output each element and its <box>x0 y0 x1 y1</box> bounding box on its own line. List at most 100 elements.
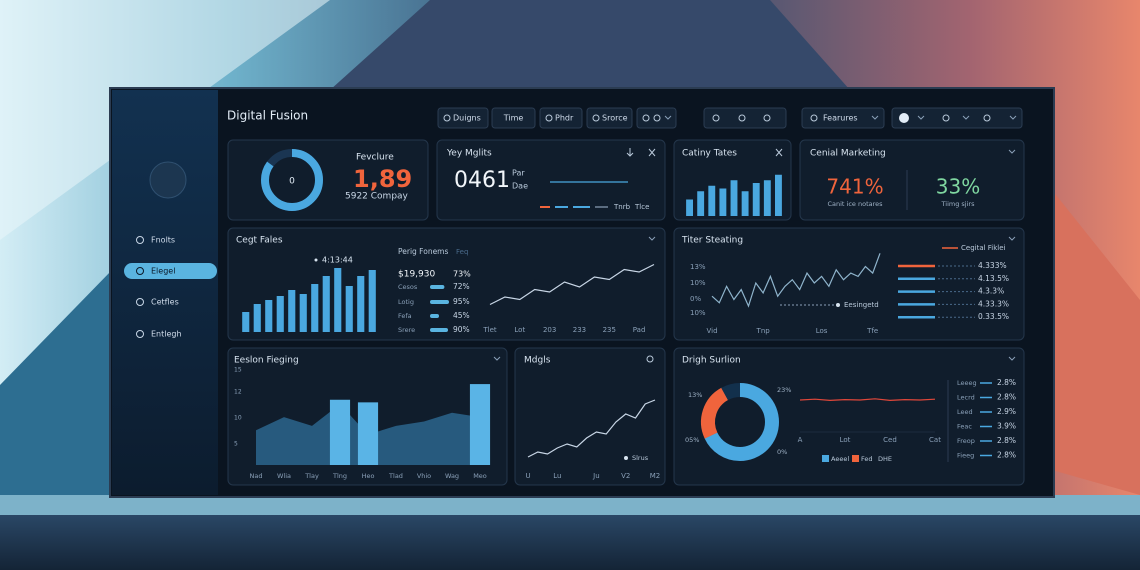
bar <box>329 399 351 465</box>
total: $19,930 <box>398 270 435 280</box>
x-tick-label: Meo <box>473 472 487 480</box>
chevron[interactable] <box>962 115 970 120</box>
chevron[interactable] <box>664 115 672 120</box>
chevron[interactable] <box>493 356 501 361</box>
legend-label: Tnrb <box>613 203 631 211</box>
marker-dot <box>836 303 840 307</box>
x-tick-label: Heo <box>362 472 375 480</box>
desk-edge <box>0 495 1140 515</box>
icon[interactable] <box>545 114 553 122</box>
icon[interactable] <box>653 114 661 122</box>
row-value: 2.8% <box>997 436 1016 445</box>
row-value: 4.3.3% <box>978 287 1004 296</box>
app-title: Digital Fusion <box>227 109 308 123</box>
panel-title: Cegt Fales <box>236 236 283 246</box>
kpi-caption: Tiimg sjirs <box>941 200 976 208</box>
bar <box>719 188 727 216</box>
row-label: Fefa <box>398 312 412 320</box>
x-tick-label: Lot <box>514 326 525 334</box>
bar <box>345 286 353 332</box>
nav-item[interactable]: Cetfles <box>151 298 179 307</box>
row-value: 2.8% <box>997 393 1016 402</box>
x-tick-label: Ju <box>592 472 600 480</box>
toolbar-label: Srorce <box>602 114 628 123</box>
row-label: Freop <box>957 437 975 445</box>
legend-swatch <box>852 455 859 462</box>
icon[interactable] <box>983 114 991 122</box>
chevron[interactable] <box>871 115 879 120</box>
kpi-label: Par <box>512 169 525 178</box>
download-icon[interactable] <box>626 148 634 157</box>
nav-icon[interactable] <box>136 298 144 306</box>
bar <box>265 300 273 332</box>
icon[interactable] <box>942 114 950 122</box>
bar <box>242 312 250 332</box>
icon[interactable] <box>646 355 654 363</box>
nav-icon[interactable] <box>136 330 144 338</box>
bar <box>775 174 782 216</box>
marker-label: Eesingetd <box>844 301 879 309</box>
toolbar-button[interactable] <box>636 107 677 129</box>
nav-item[interactable]: Elegel <box>151 267 175 276</box>
row-value: 90% <box>453 325 470 334</box>
card-title: Fevclure <box>356 153 394 163</box>
close-icon[interactable] <box>775 148 783 157</box>
chevron[interactable] <box>1009 115 1017 120</box>
kpi-value: 33% <box>936 175 980 199</box>
line <box>489 263 655 306</box>
icon[interactable] <box>712 114 720 122</box>
toolbar-button[interactable] <box>586 107 633 129</box>
bar <box>697 191 705 216</box>
area <box>256 404 480 465</box>
nav-icon[interactable] <box>136 236 144 244</box>
nav-icon[interactable] <box>136 267 144 275</box>
row-value: 2.8% <box>997 451 1016 460</box>
chevron[interactable] <box>917 115 925 120</box>
toolbar-group[interactable] <box>891 107 1023 129</box>
row-value: 45% <box>453 311 470 320</box>
row-value: 3.9% <box>997 422 1016 431</box>
bar <box>730 180 738 216</box>
toolbar-button[interactable] <box>539 107 583 129</box>
bar <box>708 185 716 216</box>
annotation-dot <box>314 258 318 262</box>
bar <box>368 270 376 332</box>
bar <box>686 199 693 216</box>
nav-active[interactable] <box>124 263 217 279</box>
icon[interactable] <box>899 113 909 123</box>
chevron[interactable] <box>1008 149 1016 154</box>
filter-label[interactable]: Fearures <box>823 114 858 123</box>
y-label: 10% <box>690 279 706 287</box>
chevron[interactable] <box>1008 356 1016 361</box>
nav-item[interactable]: Fnolts <box>151 236 175 245</box>
card-title: Cenial Marketing <box>810 149 886 159</box>
close-icon[interactable] <box>648 148 656 157</box>
y-label: 12 <box>234 389 242 396</box>
panel <box>799 139 1025 221</box>
avatar[interactable] <box>149 161 187 199</box>
icon[interactable] <box>592 114 600 122</box>
legend-label: Tlce <box>634 203 649 211</box>
row-label: Feac <box>957 423 972 431</box>
kpi-caption: Canit ice notares <box>827 200 883 208</box>
donut-label: 0% <box>777 448 787 456</box>
toolbar-button[interactable] <box>437 107 489 129</box>
line <box>799 398 936 402</box>
icon[interactable] <box>443 114 451 122</box>
nav-item[interactable]: Entlegh <box>151 330 182 339</box>
toolbar-button[interactable] <box>491 107 536 129</box>
bar <box>299 294 307 332</box>
chevron[interactable] <box>1008 236 1016 241</box>
panel-title: Drigh Surlion <box>682 356 741 366</box>
icon[interactable] <box>642 114 650 122</box>
filter-dropdown[interactable] <box>801 107 885 129</box>
icon[interactable] <box>763 114 771 122</box>
x-tick-label: Tfe <box>866 327 878 335</box>
icon[interactable] <box>738 114 746 122</box>
chevron[interactable] <box>648 236 656 241</box>
y-label: 10 <box>234 415 242 422</box>
x-tick-label: Tlng <box>332 472 347 480</box>
backdrop-shape <box>330 0 850 90</box>
icon[interactable] <box>810 114 818 122</box>
panel <box>514 347 666 486</box>
